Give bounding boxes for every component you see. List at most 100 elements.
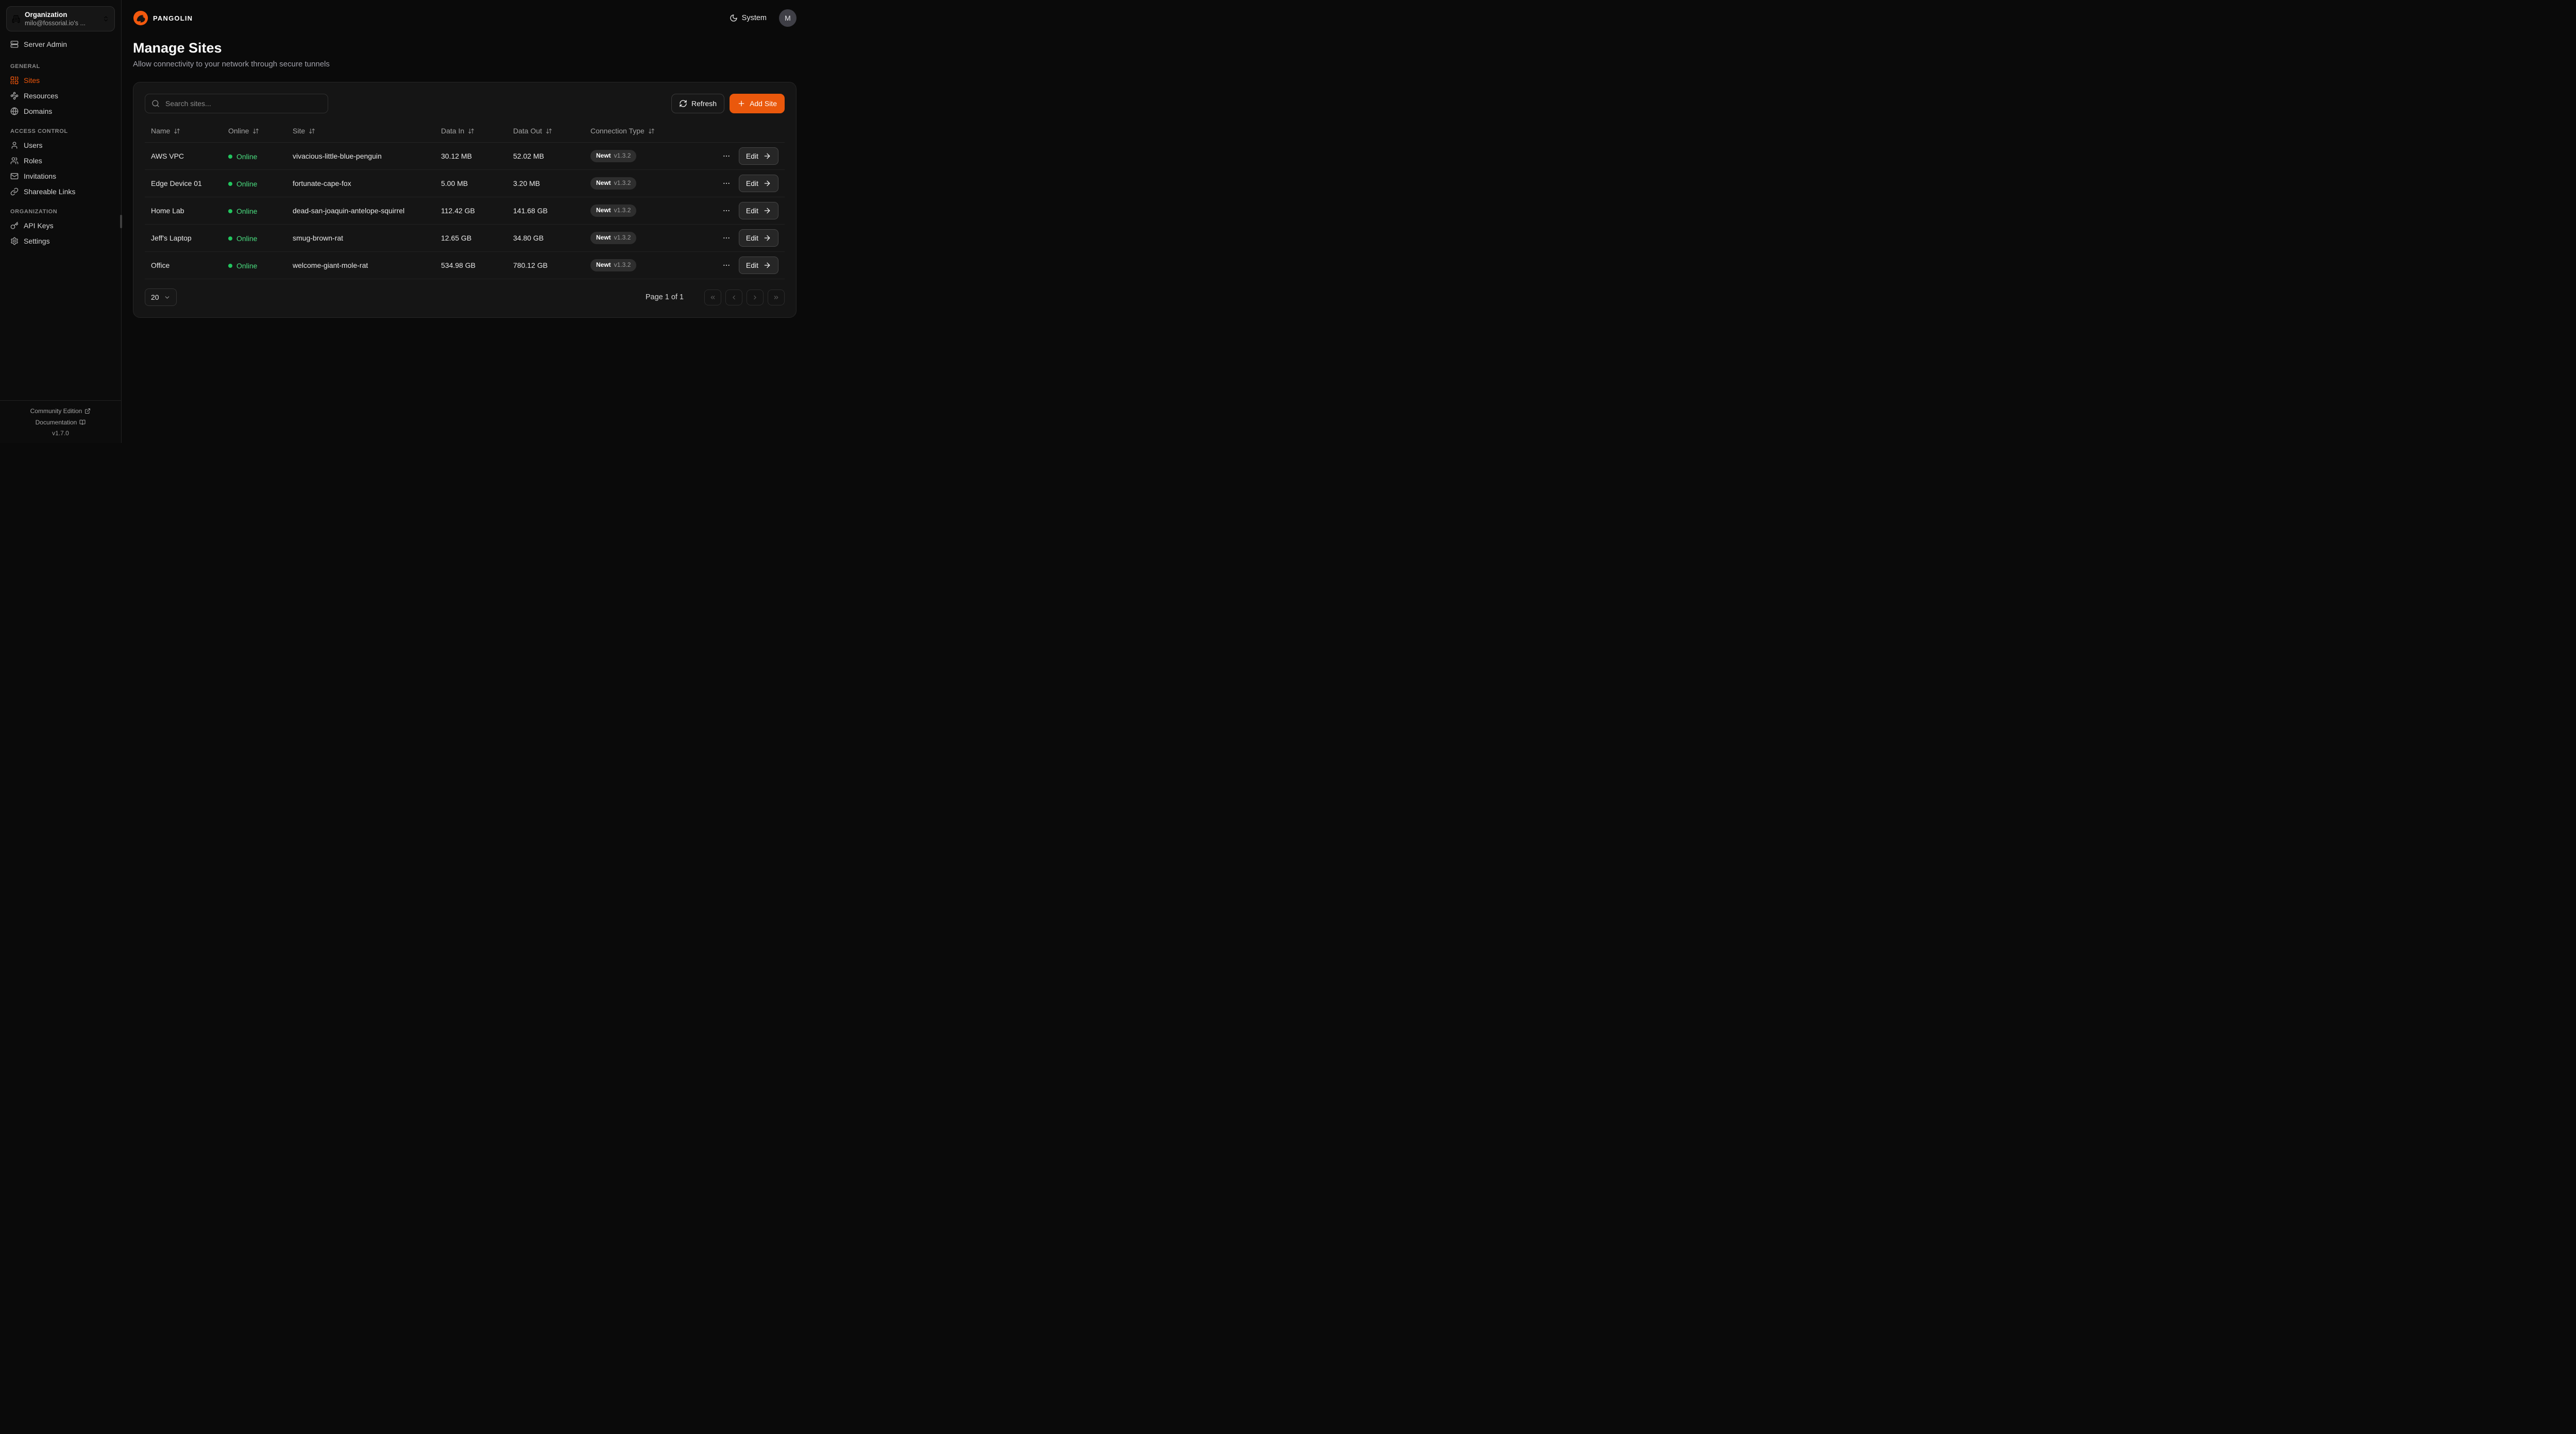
sort-header-site[interactable]: Site [293, 127, 315, 135]
connection-type-badge: Newt v1.3.2 [590, 150, 637, 162]
arrow-right-icon [764, 208, 770, 214]
sidebar-footer: Community Edition Documentation v1.7.0 [0, 400, 121, 443]
online-dot [228, 154, 232, 159]
data-in-value: 5.00 MB [441, 179, 468, 187]
brand: PANGOLIN [133, 10, 193, 26]
edit-button[interactable]: Edit [738, 147, 778, 165]
version-label: v1.7.0 [52, 430, 69, 437]
sort-icon [253, 128, 259, 133]
page-size-select[interactable]: 20 [145, 288, 177, 306]
chevrons-up-down-icon [104, 16, 108, 22]
edit-label: Edit [745, 234, 758, 242]
site-name: Jeff's Laptop [151, 234, 192, 242]
org-title: Organization [25, 11, 67, 19]
arrow-right-icon [764, 262, 770, 268]
last-page-button[interactable] [768, 289, 785, 305]
sidebar-item-label: Domains [24, 107, 53, 115]
sort-header-data-out[interactable]: Data Out [513, 127, 552, 135]
sidebar-item-settings[interactable]: Settings [6, 233, 115, 249]
edit-button[interactable]: Edit [738, 202, 778, 219]
row-menu-button[interactable] [720, 204, 733, 217]
table-row: Home Lab Online dead-san-joaquin-antelop… [145, 197, 785, 225]
online-label: Online [236, 207, 258, 215]
refresh-icon [680, 100, 687, 107]
connection-version: v1.3.2 [614, 152, 631, 160]
edit-button[interactable]: Edit [738, 175, 778, 192]
online-dot [228, 236, 232, 241]
connection-type-badge: Newt v1.3.2 [590, 204, 637, 217]
org-selector[interactable]: Organization milo@fossorial.io's ... [6, 6, 115, 31]
online-status: Online [228, 152, 257, 161]
online-label: Online [236, 234, 258, 243]
online-label: Online [236, 261, 258, 270]
community-edition-link[interactable]: Community Edition [27, 407, 94, 415]
search-box [145, 94, 328, 113]
table-row: AWS VPC Online vivacious-little-blue-pen… [145, 142, 785, 170]
page-title: Manage Sites [133, 40, 222, 56]
add-site-button[interactable]: Add Site [730, 94, 785, 113]
user-avatar[interactable]: M [779, 9, 796, 27]
site-slug: dead-san-joaquin-antelope-squirrel [293, 207, 405, 215]
data-out-value: 141.68 GB [513, 207, 548, 215]
sidebar-item-invitations[interactable]: Invitations [6, 168, 115, 184]
online-status: Online [228, 262, 257, 270]
column-label: Online [228, 127, 249, 135]
sort-header-data-in[interactable]: Data In [441, 127, 474, 135]
external-link-icon [85, 408, 91, 414]
sidebar-item-label: Resources [24, 92, 58, 100]
site-name: Home Lab [151, 207, 184, 215]
sidebar-item-sites[interactable]: Sites [6, 73, 115, 88]
edit-label: Edit [745, 179, 758, 187]
sidebar-resize-handle[interactable] [120, 215, 122, 228]
sidebar-item-roles[interactable]: Roles [6, 153, 115, 168]
building-icon [12, 15, 20, 23]
edit-label: Edit [745, 152, 758, 160]
sort-header-online[interactable]: Online [228, 127, 259, 135]
page-subtitle: Allow connectivity to your network throu… [133, 60, 330, 69]
sort-icon [546, 128, 552, 133]
sidebar-item-shareable-links[interactable]: Shareable Links [6, 184, 115, 199]
sort-icon [174, 128, 180, 133]
edit-button[interactable]: Edit [738, 229, 778, 247]
sidebar-item-server-admin[interactable]: Server Admin [6, 37, 115, 52]
sidebar-item-api-keys[interactable]: API Keys [6, 218, 115, 233]
documentation-label: Documentation [35, 419, 77, 426]
sort-header-connection-type[interactable]: Connection Type [590, 127, 655, 135]
sidebar-item-resources[interactable]: Resources [6, 88, 115, 104]
theme-toggle-button[interactable]: System [726, 13, 770, 23]
row-menu-button[interactable] [720, 177, 733, 190]
sort-header-name[interactable]: Name [151, 127, 180, 135]
documentation-link[interactable]: Documentation [32, 418, 89, 426]
next-page-button[interactable] [747, 289, 764, 305]
roles-icon [10, 157, 19, 164]
edit-label: Edit [745, 261, 758, 269]
first-page-button[interactable] [704, 289, 721, 305]
sidebar-item-users[interactable]: Users [6, 138, 115, 153]
online-dot [228, 209, 232, 213]
sidebar-item-label: Settings [24, 237, 50, 245]
link-icon [10, 187, 19, 196]
refresh-button[interactable]: Refresh [671, 94, 725, 113]
online-status: Online [228, 234, 257, 243]
data-out-value: 3.20 MB [513, 179, 540, 187]
mail-icon [10, 173, 19, 179]
search-input[interactable] [164, 99, 321, 108]
moon-icon [730, 14, 737, 22]
brand-name: PANGOLIN [153, 14, 193, 22]
ellipsis-icon [723, 182, 730, 184]
ellipsis-icon [723, 210, 730, 212]
previous-page-button[interactable] [725, 289, 742, 305]
ellipsis-icon [723, 155, 730, 157]
row-menu-button[interactable] [720, 232, 733, 244]
edit-button[interactable]: Edit [738, 257, 778, 274]
table-row: Office Online welcome-giant-mole-rat 534… [145, 251, 785, 279]
connection-version: v1.3.2 [614, 261, 631, 269]
sidebar-item-domains[interactable]: Domains [6, 104, 115, 119]
column-label: Name [151, 127, 171, 135]
org-value: milo@fossorial.io's ... [25, 20, 86, 27]
refresh-label: Refresh [691, 99, 717, 108]
connection-name: Newt [596, 234, 611, 242]
connection-version: v1.3.2 [614, 207, 631, 214]
row-menu-button[interactable] [720, 150, 733, 162]
row-menu-button[interactable] [720, 259, 733, 271]
